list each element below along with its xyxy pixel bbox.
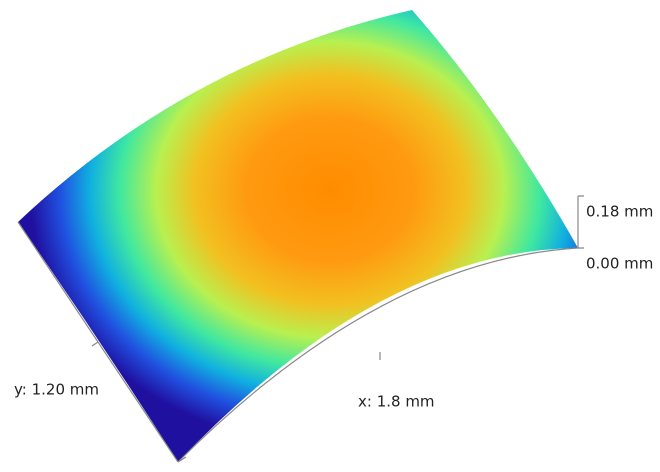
y-axis-label: y: 1.20 mm <box>14 381 99 399</box>
z-max-label: 0.18 mm <box>586 203 653 221</box>
x-axis-line <box>177 247 579 463</box>
z-axis-line <box>577 195 584 249</box>
x-axis-label: x: 1.8 mm <box>358 393 435 411</box>
z-min-label: 0.00 mm <box>586 255 653 273</box>
